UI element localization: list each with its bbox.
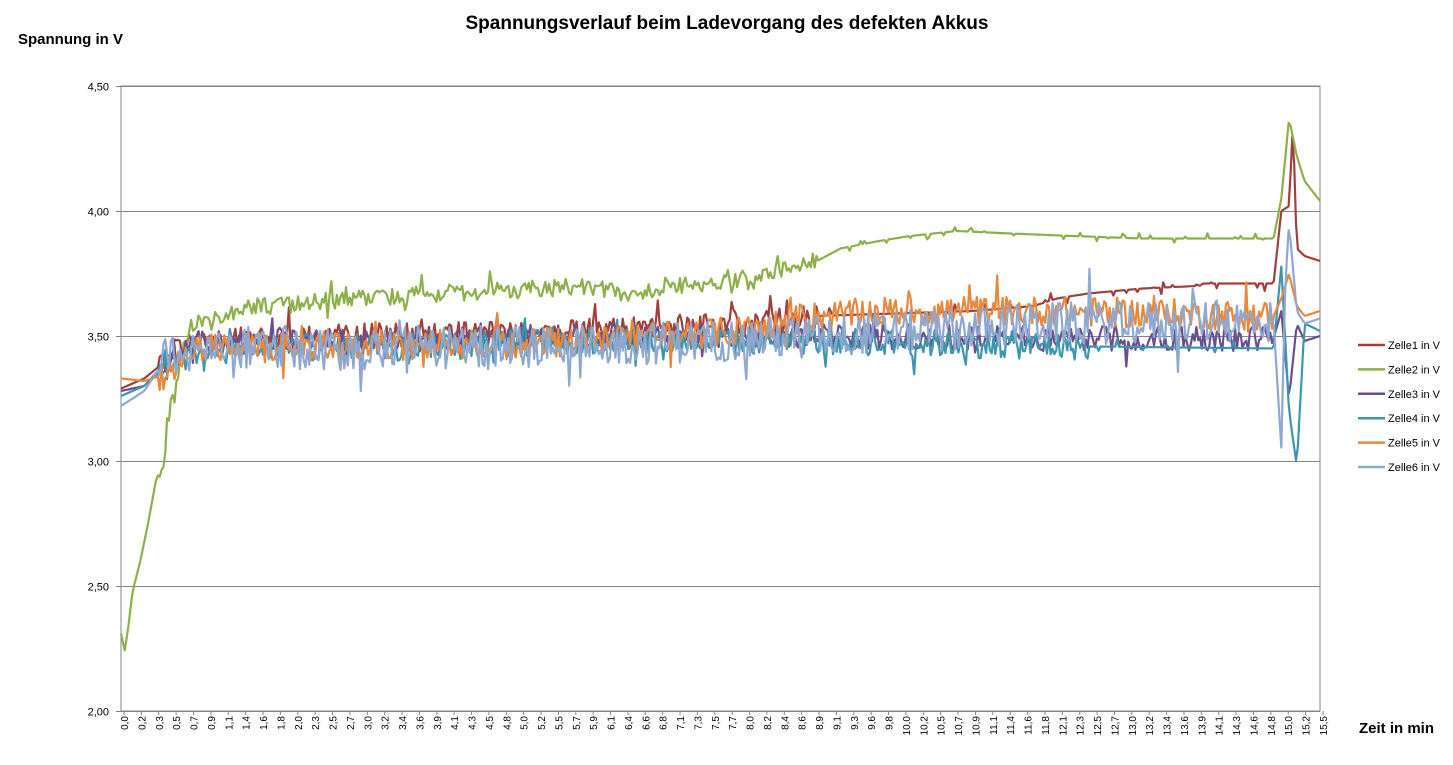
x-tick-label: 13,6 — [1180, 716, 1191, 736]
x-tick-label: 4,1 — [450, 716, 461, 730]
x-tick-label: 9,6 — [867, 716, 878, 730]
x-tick-label: 3,2 — [381, 716, 392, 730]
legend-label-4: Zelle4 in V — [1388, 413, 1441, 425]
x-tick-label: 14,1 — [1215, 716, 1226, 736]
x-tick-label: 4,8 — [502, 716, 513, 730]
legend-label-6: Zelle6 in V — [1388, 462, 1441, 474]
x-tick-label: 13,4 — [1163, 716, 1174, 736]
x-tick-label: 0,5 — [172, 716, 183, 730]
x-tick-label: 7,3 — [693, 716, 704, 730]
y-tick-label: 2,00 — [88, 707, 109, 719]
x-tick-label: 3,0 — [363, 716, 374, 730]
x-tick-label: 10,0 — [902, 716, 913, 736]
x-tick-label: 14,6 — [1249, 716, 1260, 736]
x-tick-label: 4,5 — [485, 716, 496, 730]
x-tick-label: 5,9 — [589, 716, 600, 730]
x-tick-label: 9,8 — [885, 716, 896, 730]
x-tick-label: 7,5 — [711, 716, 722, 730]
x-tick-label: 3,9 — [433, 716, 444, 730]
x-tick-label: 2,5 — [329, 716, 340, 730]
x-tick-label: 11,6 — [1024, 716, 1035, 735]
legend-label-1: Zelle1 in V — [1388, 340, 1441, 352]
x-tick-label: 12,7 — [1110, 716, 1121, 736]
y-tick-label: 3,50 — [88, 332, 109, 344]
x-tick-label: 9,3 — [850, 716, 861, 730]
x-tick-label: 0,7 — [190, 716, 201, 730]
y-tick-label: 2,50 — [88, 582, 109, 594]
x-tick-label: 10,9 — [971, 716, 982, 736]
x-tick-label: 12,5 — [1093, 716, 1104, 736]
x-tick-label: 12,1 — [1058, 716, 1069, 736]
x-tick-label: 8,6 — [798, 716, 809, 730]
x-tick-label: 14,3 — [1232, 716, 1243, 736]
x-tick-label: 1,1 — [224, 716, 235, 730]
x-tick-label: 8,4 — [780, 716, 791, 730]
x-tick-label: 2,7 — [346, 716, 357, 730]
x-tick-label: 9,1 — [832, 716, 843, 730]
x-tick-label: 5,7 — [572, 716, 583, 730]
series-line-6 — [120, 229, 1321, 449]
x-tick-label: 1,6 — [259, 716, 270, 730]
x-tick-label: 0,9 — [207, 716, 218, 730]
chart-title: Spannungsverlauf beim Ladevorgang des de… — [466, 13, 989, 34]
x-tick-label: 10,5 — [937, 716, 948, 736]
x-tick-label: 11,8 — [1041, 716, 1052, 735]
x-tick-label: 14,8 — [1267, 716, 1278, 736]
x-tick-label: 3,6 — [415, 716, 426, 730]
x-tick-label: 5,0 — [520, 716, 531, 730]
x-tick-label: 7,7 — [728, 716, 739, 730]
x-tick-label: 12,3 — [1076, 716, 1087, 736]
x-tick-label: 5,2 — [537, 716, 548, 730]
x-tick-label: 15,0 — [1284, 716, 1295, 736]
x-tick-label: 0,3 — [155, 716, 166, 730]
x-tick-label: 0,2 — [137, 716, 148, 730]
series-line-2 — [119, 121, 1321, 652]
x-tick-label: 15,2 — [1302, 716, 1313, 736]
x-tick-label: 1,8 — [276, 716, 287, 730]
x-tick-label: 13,2 — [1145, 716, 1156, 736]
plot-area-border — [120, 85, 1321, 712]
x-tick-label: 10,2 — [919, 716, 930, 736]
x-tick-label: 4,3 — [468, 716, 479, 730]
legend-label-5: Zelle5 in V — [1388, 438, 1441, 450]
x-axis-title: Zeit in min — [1359, 720, 1434, 737]
x-tick-label: 8,9 — [815, 716, 826, 730]
x-tick-label: 6,1 — [607, 716, 618, 730]
x-tick-label: 2,3 — [311, 716, 322, 730]
y-tick-label: 3,00 — [88, 457, 109, 469]
x-tick-label: 13,9 — [1197, 716, 1208, 736]
x-tick-label: 6,4 — [624, 716, 635, 730]
x-tick-label: 0,0 — [120, 716, 131, 730]
x-tick-label: 15,5 — [1319, 716, 1330, 736]
x-tick-label: 8,2 — [763, 716, 774, 730]
x-tick-label: 5,5 — [554, 716, 565, 730]
y-tick-label: 4,00 — [88, 207, 109, 219]
x-tick-label: 11,4 — [1006, 716, 1017, 735]
legend-label-2: Zelle2 in V — [1388, 364, 1441, 376]
legend-label-3: Zelle3 in V — [1388, 389, 1441, 401]
x-tick-label: 8,0 — [746, 716, 757, 730]
x-tick-label: 10,7 — [954, 716, 965, 736]
y-tick-label: 4,50 — [88, 82, 109, 94]
x-tick-label: 2,0 — [294, 716, 305, 730]
y-axis-title: Spannung in V — [18, 31, 123, 48]
x-tick-label: 6,8 — [659, 716, 670, 730]
x-tick-label: 7,1 — [676, 716, 687, 730]
x-tick-label: 3,4 — [398, 716, 409, 730]
x-tick-label: 11,1 — [989, 716, 1000, 735]
x-tick-label: 13,0 — [1128, 716, 1139, 736]
x-tick-label: 1,4 — [242, 716, 253, 730]
x-tick-label: 6,6 — [641, 716, 652, 730]
